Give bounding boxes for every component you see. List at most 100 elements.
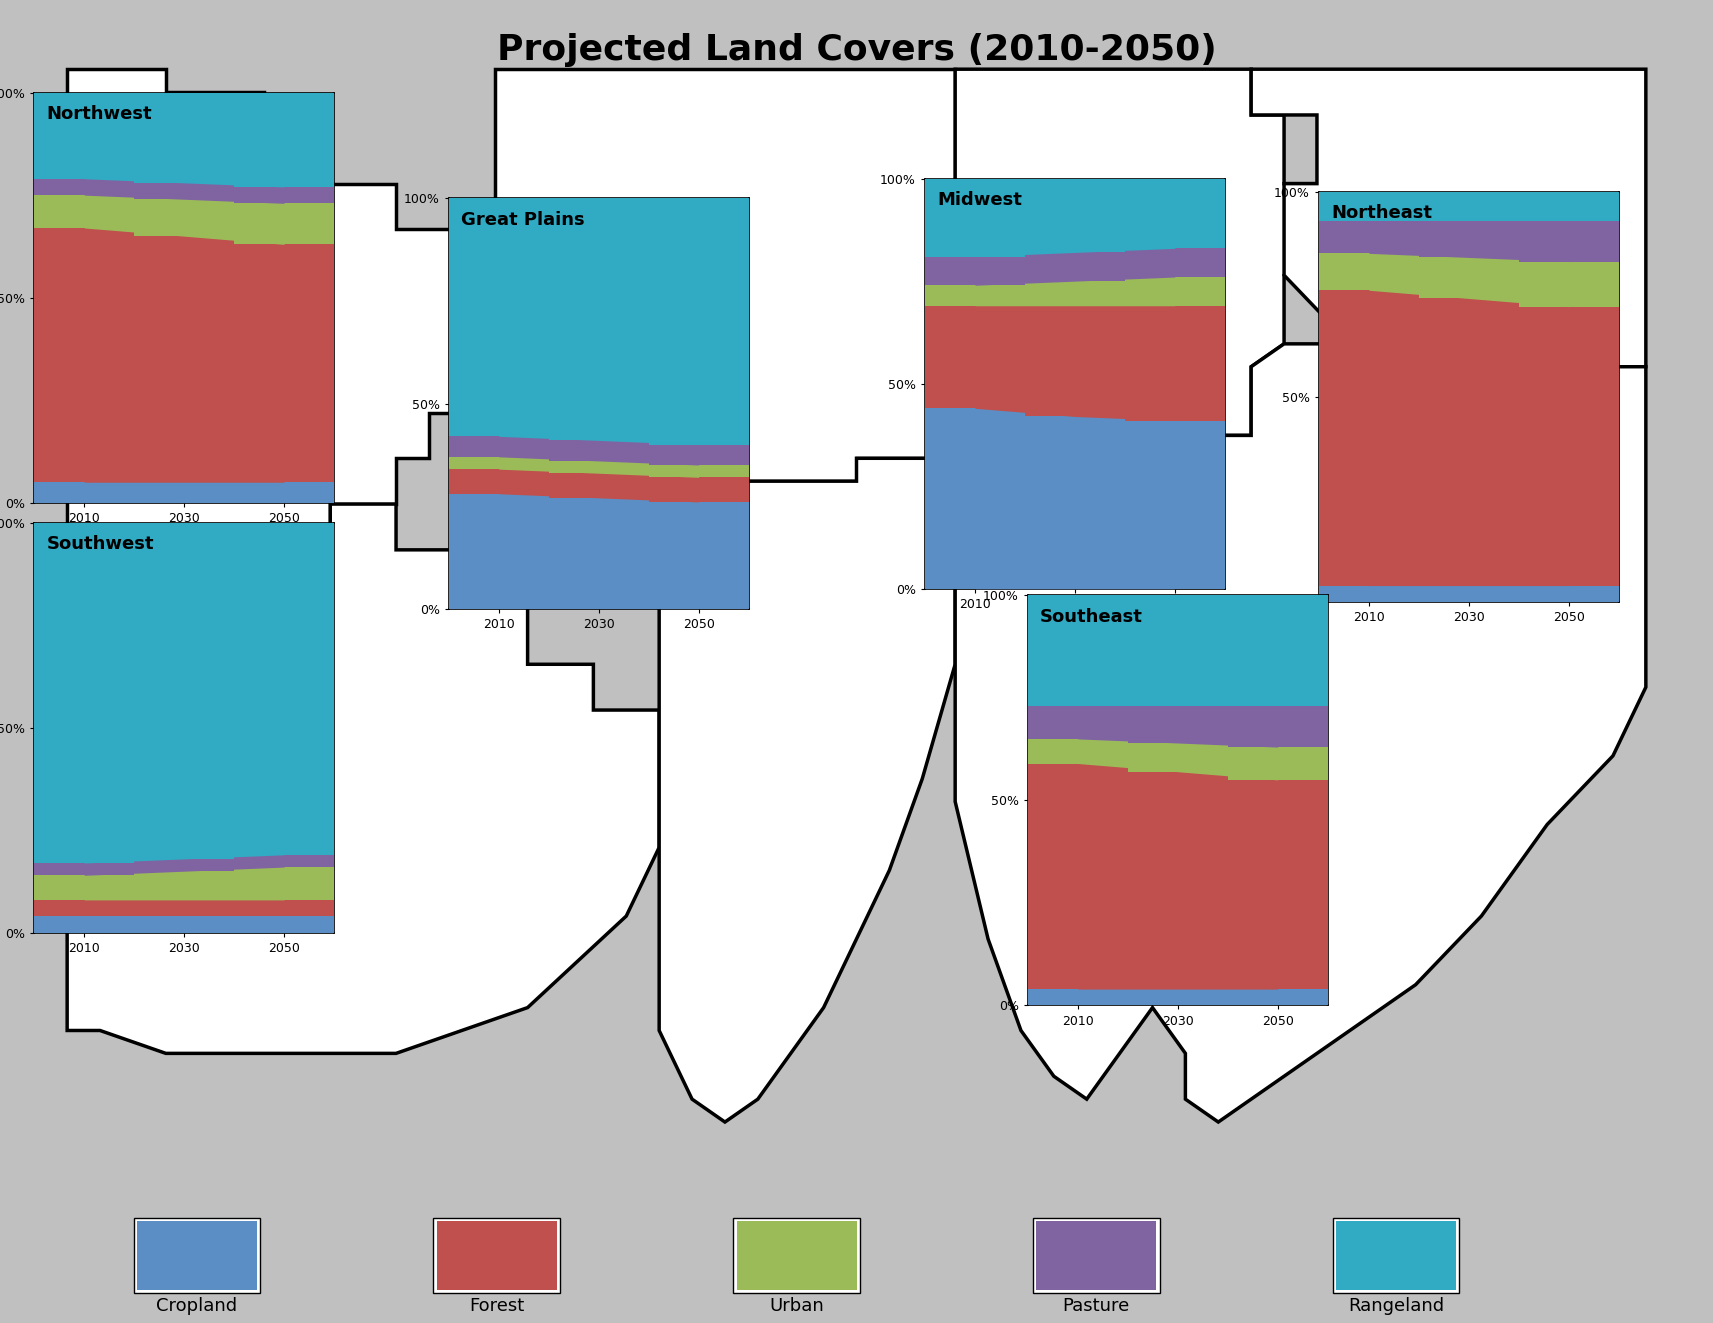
Bar: [134, 523, 235, 859]
Text: Rangeland: Rangeland: [1348, 1297, 1444, 1315]
Bar: [1228, 595, 1328, 706]
Bar: [1028, 595, 1127, 706]
Bar: [34, 917, 134, 933]
Bar: [1519, 586, 1619, 602]
Bar: [1125, 249, 1225, 277]
Bar: [548, 441, 649, 460]
Bar: [548, 497, 649, 609]
Bar: [1127, 744, 1228, 771]
Bar: [235, 917, 334, 933]
Bar: [235, 523, 334, 855]
Bar: [449, 456, 548, 470]
Bar: [1228, 990, 1328, 1005]
Bar: [449, 493, 548, 609]
Text: Projected Land Covers (2010-2050): Projected Land Covers (2010-2050): [497, 33, 1216, 67]
Bar: [1418, 192, 1519, 221]
Bar: [1228, 706, 1328, 747]
Bar: [134, 917, 235, 933]
Bar: [1028, 706, 1127, 738]
Bar: [649, 198, 749, 445]
Text: Cropland: Cropland: [156, 1297, 238, 1315]
Bar: [1028, 738, 1127, 763]
Bar: [134, 183, 235, 200]
Bar: [235, 483, 334, 503]
Bar: [1418, 299, 1519, 586]
Bar: [925, 179, 1024, 257]
Bar: [1319, 254, 1418, 290]
Bar: [235, 93, 334, 187]
Polygon shape: [1250, 69, 1646, 413]
Bar: [449, 437, 548, 456]
Bar: [1519, 221, 1619, 262]
Polygon shape: [67, 69, 495, 595]
Text: Southeast: Southeast: [1040, 607, 1143, 626]
Bar: [1319, 290, 1418, 586]
Bar: [925, 409, 1024, 589]
Text: Northwest: Northwest: [46, 105, 152, 123]
Bar: [235, 855, 334, 867]
Polygon shape: [660, 458, 956, 1122]
Bar: [134, 900, 235, 917]
Bar: [235, 900, 334, 917]
Bar: [449, 470, 548, 493]
Bar: [34, 483, 134, 503]
Text: Great Plains: Great Plains: [461, 210, 584, 229]
Bar: [1024, 417, 1125, 589]
Bar: [134, 872, 235, 900]
Bar: [1127, 595, 1228, 706]
Bar: [1024, 282, 1125, 306]
Bar: [1319, 192, 1418, 221]
Bar: [1125, 277, 1225, 306]
Bar: [1228, 747, 1328, 779]
Text: Midwest: Midwest: [937, 191, 1023, 209]
Bar: [649, 464, 749, 478]
Bar: [34, 179, 134, 196]
Bar: [1024, 179, 1125, 253]
Bar: [34, 523, 134, 863]
Bar: [134, 483, 235, 503]
Bar: [1125, 306, 1225, 421]
Text: Northeast: Northeast: [1331, 204, 1432, 222]
Bar: [1319, 586, 1418, 602]
Polygon shape: [956, 69, 1317, 458]
Bar: [34, 194, 134, 228]
Bar: [548, 474, 649, 497]
Bar: [1228, 779, 1328, 990]
Bar: [235, 245, 334, 483]
Bar: [34, 863, 134, 876]
Polygon shape: [956, 344, 1646, 1122]
Bar: [1519, 192, 1619, 221]
Bar: [134, 859, 235, 872]
Bar: [1024, 253, 1125, 282]
Bar: [1418, 258, 1519, 299]
Bar: [548, 460, 649, 474]
Bar: [925, 286, 1024, 306]
Bar: [449, 198, 548, 437]
Bar: [548, 198, 649, 441]
Polygon shape: [67, 504, 660, 1053]
Bar: [34, 900, 134, 917]
Bar: [925, 257, 1024, 286]
Bar: [1028, 990, 1127, 1005]
Bar: [134, 235, 235, 483]
Bar: [1418, 221, 1519, 258]
Polygon shape: [495, 69, 956, 482]
Bar: [34, 228, 134, 483]
Bar: [235, 204, 334, 245]
Text: Pasture: Pasture: [1062, 1297, 1131, 1315]
Bar: [649, 478, 749, 501]
Bar: [925, 306, 1024, 409]
Bar: [34, 876, 134, 900]
Text: Urban: Urban: [769, 1297, 824, 1315]
Bar: [235, 867, 334, 900]
Bar: [34, 93, 134, 179]
Bar: [235, 187, 334, 204]
Bar: [1125, 179, 1225, 249]
Bar: [1125, 421, 1225, 589]
Bar: [1028, 763, 1127, 990]
Bar: [1127, 706, 1228, 744]
Text: Southwest: Southwest: [46, 534, 154, 553]
Bar: [1418, 586, 1519, 602]
Bar: [134, 93, 235, 183]
Bar: [649, 445, 749, 464]
